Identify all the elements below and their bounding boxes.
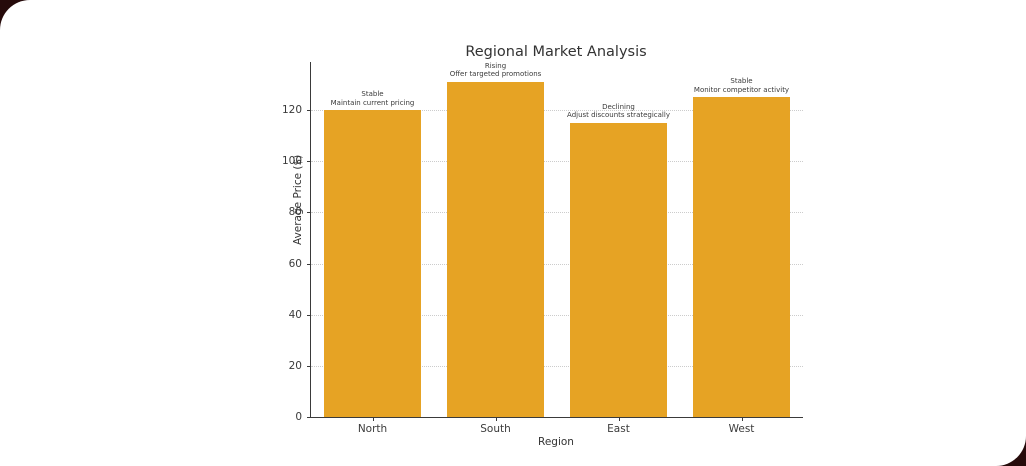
annotation-south: Rising Offer targeted promotions (450, 62, 542, 79)
annotation-recommendation: Offer targeted promotions (449, 70, 542, 79)
y-tick-label: 120 (281, 104, 302, 117)
plot-area: 0 20 40 60 80 100 120 Stable Maintain current pr… (282, 62, 803, 435)
annotation-east: Declining Adjust discounts strategically (567, 103, 670, 120)
x-tick-label-east: East (607, 423, 630, 435)
y-tick-mark (307, 263, 311, 265)
y-tick-label: 20 (288, 359, 302, 372)
y-tick-mark (307, 365, 311, 367)
y-tick-label: 40 (288, 308, 302, 321)
bar-west (693, 97, 790, 417)
annotation-recommendation: Adjust discounts strategically (567, 111, 670, 120)
y-axis-label: Average Price ($) (292, 154, 305, 245)
annotation-north: Stable Maintain current pricing (331, 90, 415, 107)
bar-north (324, 110, 421, 417)
gridline-y-40 (311, 314, 803, 316)
annotation-trend: Rising (484, 61, 507, 70)
y-tick-mark (307, 314, 311, 316)
x-tick-mark (741, 417, 743, 421)
y-tick-label: 60 (288, 257, 302, 270)
y-tick-mark (307, 110, 311, 112)
gridline-y-120 (311, 110, 803, 112)
window-corner-top-left (0, 0, 30, 30)
x-tick-label-north: North (357, 423, 388, 435)
x-tick-mark (618, 417, 620, 421)
y-tick-mark (307, 161, 311, 163)
window-corner-bottom-right (996, 436, 1026, 466)
annotation-recommendation: Maintain current pricing (330, 98, 415, 107)
annotation-trend: Declining (602, 102, 635, 111)
x-axis-label: Region (538, 436, 574, 448)
annotation-trend: Stable (361, 90, 384, 99)
gridline-y-80 (311, 212, 803, 214)
x-tick-mark (495, 417, 497, 421)
x-tick-label-south: South (480, 423, 511, 435)
y-tick-mark (307, 212, 311, 214)
bar-east (570, 122, 667, 417)
gridline-y-100 (311, 161, 803, 163)
annotation-recommendation: Monitor competitor activity (693, 85, 790, 94)
annotation-west: Stable Monitor competitor activity (694, 77, 789, 94)
x-tick-label-west: West (728, 423, 755, 435)
chart-title: Regional Market Analysis (465, 44, 647, 60)
gridline-y-20 (311, 365, 803, 367)
y-tick-label: 80 (288, 206, 302, 219)
bar-south (447, 81, 544, 417)
y-tick-mark (307, 417, 311, 418)
x-tick-mark (372, 417, 374, 421)
annotation-trend: Stable (730, 77, 753, 86)
y-tick-label: 0 (295, 411, 302, 423)
gridline-y-60 (311, 263, 803, 265)
y-tick-label: 100 (281, 155, 302, 168)
